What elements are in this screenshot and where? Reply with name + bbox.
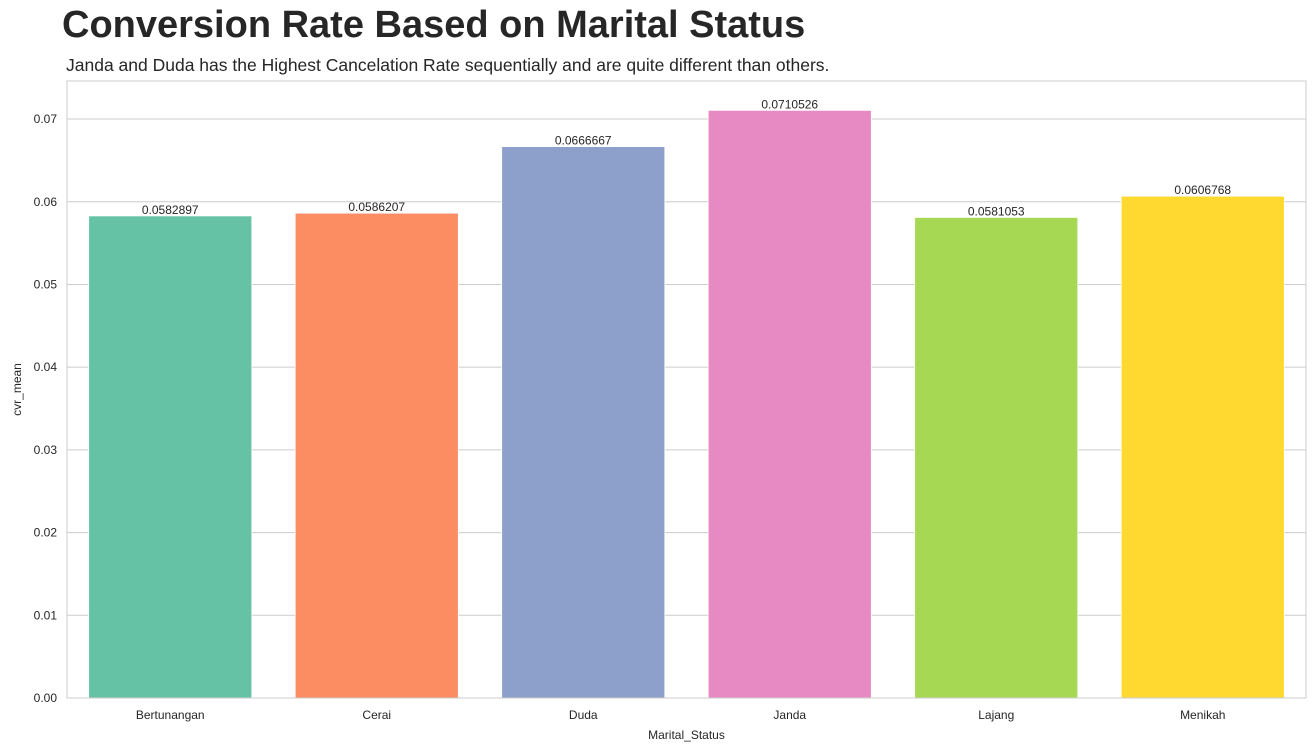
data-label: 0.0606768 <box>1174 183 1231 197</box>
bar-menikah <box>1120 195 1285 699</box>
data-label: 0.0666667 <box>555 134 612 148</box>
x-tick-label: Janda <box>773 708 806 722</box>
data-label: 0.0586207 <box>348 200 405 214</box>
x-axis-label: Marital_Status <box>648 728 725 742</box>
y-tick-label: 0.01 <box>34 608 58 622</box>
chart-subtitle: Janda and Duda has the Highest Cancelati… <box>66 55 830 75</box>
x-tick-label: Lajang <box>978 708 1014 722</box>
x-tick-labels: Bertunangan Cerai Duda Janda Lajang Menikah <box>136 708 1226 722</box>
y-tick-labels: 0.00 0.01 0.02 0.03 0.04 0.05 0.06 0.07 <box>34 112 58 705</box>
y-tick-label: 0.02 <box>34 526 58 540</box>
x-tick-label: Bertunangan <box>136 708 205 722</box>
y-tick-label: 0.04 <box>34 360 58 374</box>
bar-duda <box>501 146 666 699</box>
bar-cerai <box>294 212 459 699</box>
bar-lajang <box>914 217 1079 699</box>
plot-frame <box>66 80 1307 699</box>
y-axis-label: cvr_mean <box>10 363 24 416</box>
bar-janda <box>707 109 872 699</box>
y-tick-label: 0.06 <box>34 195 58 209</box>
chart-title: Conversion Rate Based on Marital Status <box>62 4 806 46</box>
x-tick-label: Cerai <box>362 708 391 722</box>
y-tick-label: 0.03 <box>34 443 58 457</box>
grid-lines <box>67 118 1306 699</box>
bar-bertunangan <box>88 215 253 699</box>
y-tick-label: 0.00 <box>34 691 58 705</box>
y-tick-label: 0.05 <box>34 277 58 291</box>
x-tick-label: Menikah <box>1180 708 1225 722</box>
data-label: 0.0581053 <box>968 204 1025 218</box>
bars <box>88 109 1285 699</box>
data-labels: 0.0582897 0.0586207 0.0666667 0.0710526 0.05… <box>142 97 1232 218</box>
data-label: 0.0582897 <box>142 203 199 217</box>
x-tick-label: Duda <box>569 708 598 722</box>
data-label: 0.0710526 <box>761 97 818 111</box>
y-tick-label: 0.07 <box>34 112 58 126</box>
